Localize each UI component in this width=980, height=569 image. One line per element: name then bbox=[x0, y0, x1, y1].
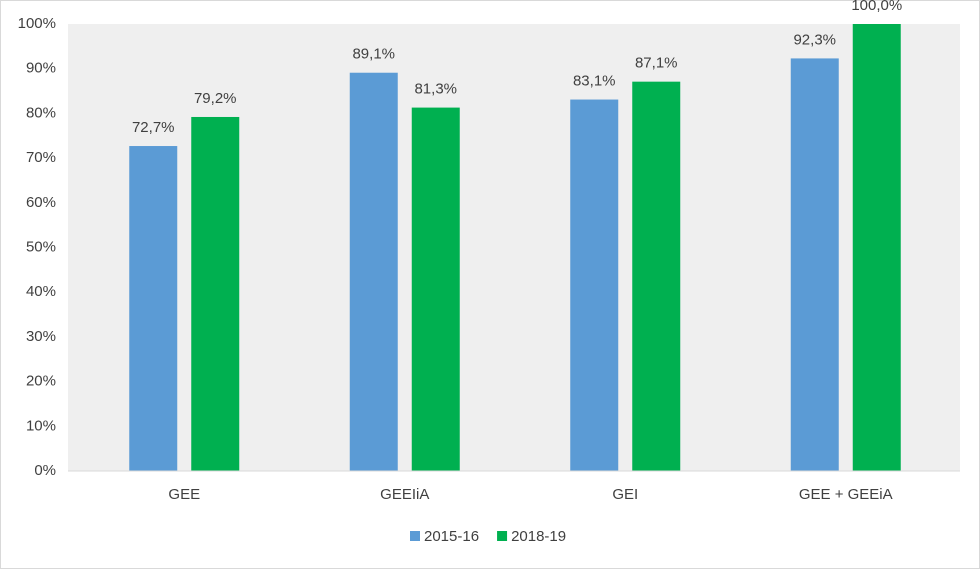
x-tick-label: GEI bbox=[612, 486, 638, 503]
y-tick-label: 100% bbox=[18, 15, 56, 32]
value-label: 72,7% bbox=[132, 119, 175, 136]
legend-swatch bbox=[410, 531, 420, 541]
value-label: 92,3% bbox=[793, 31, 836, 48]
value-label: 89,1% bbox=[352, 46, 395, 63]
y-tick-label: 40% bbox=[26, 283, 56, 300]
bar bbox=[632, 81, 681, 472]
value-label: 83,1% bbox=[573, 73, 616, 90]
value-label: 79,2% bbox=[194, 90, 237, 107]
bar bbox=[349, 72, 398, 472]
x-tick-label: GEE bbox=[168, 486, 200, 503]
bar bbox=[191, 116, 240, 471]
bar bbox=[411, 107, 460, 472]
legend-label: 2015-16 bbox=[424, 528, 479, 545]
y-tick-label: 80% bbox=[26, 104, 56, 121]
y-tick-label: 0% bbox=[34, 462, 56, 479]
y-tick-label: 60% bbox=[26, 194, 56, 211]
y-tick-label: 10% bbox=[26, 417, 56, 434]
x-tick-label: GEEIiA bbox=[380, 486, 429, 503]
value-label: 81,3% bbox=[414, 81, 457, 98]
y-tick-label: 30% bbox=[26, 328, 56, 345]
bar bbox=[790, 58, 839, 471]
bar bbox=[852, 24, 901, 471]
x-tick-label: GEE + GEEiA bbox=[799, 486, 893, 503]
legend-label: 2018-19 bbox=[511, 528, 566, 545]
y-tick-label: 50% bbox=[26, 238, 56, 255]
y-tick-label: 70% bbox=[26, 149, 56, 166]
y-tick-label: 20% bbox=[26, 373, 56, 390]
y-tick-label: 90% bbox=[26, 60, 56, 77]
bar bbox=[570, 99, 619, 471]
value-label: 87,1% bbox=[635, 55, 678, 72]
value-label: 100,0% bbox=[851, 0, 902, 14]
legend-swatch bbox=[497, 531, 508, 541]
bar bbox=[129, 146, 178, 471]
